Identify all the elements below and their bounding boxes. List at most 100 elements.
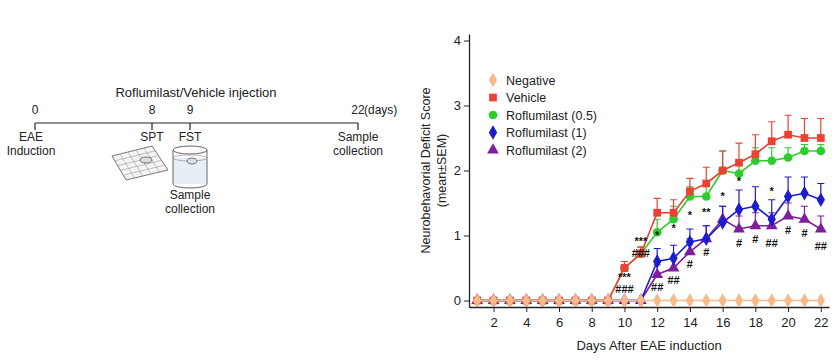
canvas-svg: Roflumilast/Vehicle injection(days)0EAEI…	[0, 0, 838, 361]
spt-grid	[123, 165, 165, 175]
data-point	[801, 134, 809, 142]
x-tick: 22	[814, 307, 828, 330]
series-line	[477, 193, 821, 300]
y-tick-label: 2	[454, 163, 461, 178]
series	[471, 203, 826, 304]
timeline-event-label: SPT	[140, 130, 164, 144]
y-axis-subtitle: (mean±SEM)	[435, 134, 449, 208]
data-point	[800, 186, 808, 200]
significance-mark: **	[702, 206, 711, 218]
data-point	[686, 187, 694, 195]
data-point	[749, 219, 761, 229]
x-tick-label: 12	[650, 315, 664, 330]
spt-icon	[112, 146, 168, 180]
data-point	[751, 293, 759, 307]
x-tick-mark	[723, 307, 724, 312]
significance-mark: *	[737, 175, 742, 187]
significance-mark: ***	[634, 235, 648, 247]
significance-mark: *	[688, 209, 693, 221]
fst-mouse	[187, 158, 197, 164]
significance-mark: ##	[815, 240, 827, 252]
data-point	[751, 150, 759, 158]
timeline-day: 22	[351, 103, 365, 117]
timeline-event-label: Sample	[338, 130, 379, 144]
data-point	[816, 147, 825, 156]
significance-mark: *	[770, 185, 775, 197]
legend-label: Vehicle	[506, 91, 546, 105]
annotations: ***###***###*##*##*#**#**##*######	[615, 175, 827, 295]
x-tick-mark	[755, 307, 756, 312]
legend-item: Roflumilast (1)	[489, 125, 587, 140]
series	[473, 145, 825, 305]
significance-mark: ###	[615, 283, 633, 295]
significance-mark: ##	[651, 281, 663, 293]
data-point	[800, 147, 809, 156]
data-point	[670, 209, 678, 217]
x-axis-title: Days After EAE induction	[576, 338, 721, 353]
timeline-day: 9	[187, 103, 194, 117]
y-axis-title: Neurobehavorial Deficit Score	[419, 87, 433, 253]
y-tick-label: 3	[454, 98, 461, 113]
y-tick-label: 1	[454, 228, 461, 243]
spt-grid	[118, 156, 159, 166]
data-point	[768, 212, 776, 226]
data-point	[815, 222, 827, 232]
data-point	[653, 254, 661, 268]
data-point	[489, 293, 497, 307]
x-tick-mark	[526, 307, 527, 312]
data-point	[555, 293, 563, 307]
data-point	[702, 232, 710, 246]
timeline-event-label: EAE	[19, 130, 43, 144]
timeline-day: 8	[149, 103, 156, 117]
timeline-tick	[357, 123, 358, 130]
data-point	[538, 293, 546, 307]
significance-mark: *	[655, 229, 660, 241]
figure: Roflumilast/Vehicle injection(days)0EAEI…	[0, 0, 838, 361]
x-tick: 20	[781, 307, 795, 330]
data-point	[686, 293, 694, 307]
y-axis: 0 1 2 3 4	[454, 33, 470, 308]
timeline-event-label: Induction	[7, 144, 56, 158]
series	[473, 115, 824, 304]
y-tick-mark	[464, 41, 469, 42]
data-point	[620, 293, 628, 307]
data-point	[637, 293, 645, 307]
data-point	[571, 293, 579, 307]
data-point	[555, 293, 563, 307]
series-line	[477, 151, 821, 301]
x-tick: 4	[523, 307, 530, 330]
data-point	[571, 293, 579, 307]
data-point	[702, 180, 710, 188]
data-point	[702, 293, 710, 307]
y-tick-mark	[464, 171, 469, 172]
timeline: Roflumilast/Vehicle injection(days)0EAEI…	[7, 85, 398, 216]
x-tick: 12	[650, 307, 664, 330]
legend-symbol	[489, 111, 498, 120]
timeline-day: 0	[32, 103, 39, 117]
significance-mark: *	[671, 222, 676, 234]
data-point	[767, 156, 776, 165]
data-point	[735, 293, 743, 307]
timeline-unit: (days)	[364, 103, 397, 117]
significance-mark: #	[703, 246, 709, 258]
x-tick: 18	[749, 307, 763, 330]
data-point	[538, 293, 546, 307]
data-point	[782, 209, 794, 219]
y-tick-mark	[464, 236, 469, 237]
data-point	[489, 293, 497, 307]
data-point	[653, 209, 661, 217]
fst-icon	[173, 146, 207, 188]
x-tick-label: 6	[556, 315, 563, 330]
y-tick-mark	[464, 301, 469, 302]
timeline-event-sublabel: Sample	[170, 188, 211, 202]
data-point	[735, 159, 743, 167]
data-point	[751, 199, 759, 213]
y-tick-label: 0	[454, 293, 461, 308]
data-point	[473, 293, 481, 307]
y-tick-label: 4	[454, 33, 461, 48]
x-tick: 16	[716, 307, 730, 330]
x-tick-label: 20	[781, 315, 795, 330]
legend-item: Vehicle	[489, 91, 546, 105]
legend: NegativeVehicleRoflumilast (0.5)Roflumil…	[487, 73, 597, 158]
x-tick-label: 22	[814, 315, 828, 330]
